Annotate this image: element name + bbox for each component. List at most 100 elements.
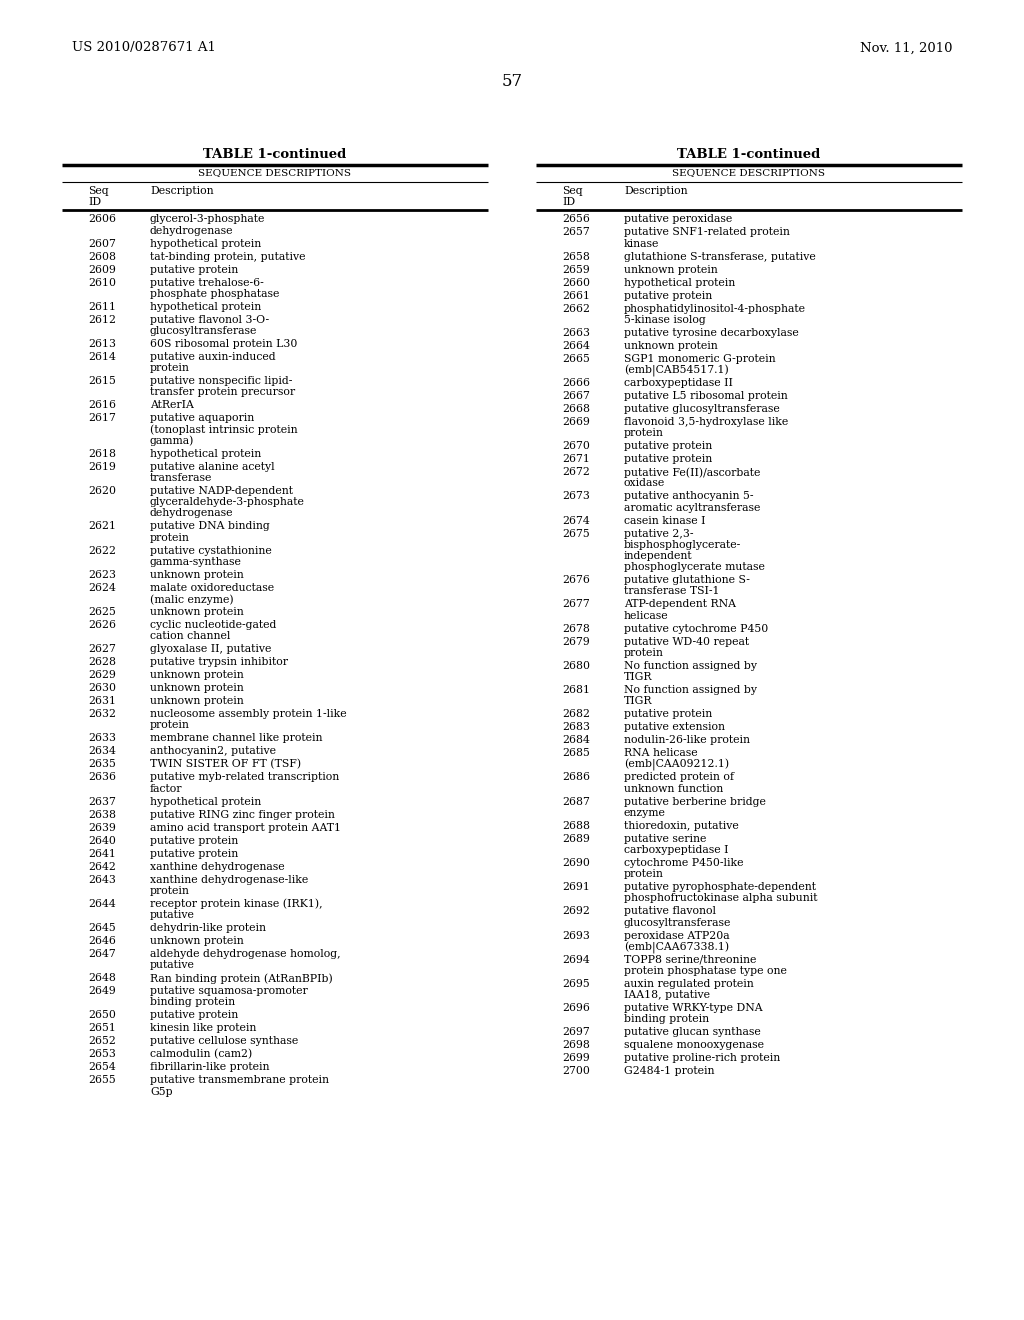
- Text: 2690: 2690: [562, 858, 590, 869]
- Text: nucleosome assembly protein 1-like: nucleosome assembly protein 1-like: [150, 709, 347, 719]
- Text: putative anthocyanin 5-: putative anthocyanin 5-: [624, 491, 754, 502]
- Text: unknown protein: unknown protein: [624, 264, 718, 275]
- Text: aromatic acyltransferase: aromatic acyltransferase: [624, 503, 761, 512]
- Text: 2697: 2697: [562, 1027, 590, 1038]
- Text: oxidase: oxidase: [624, 478, 666, 488]
- Text: calmodulin (cam2): calmodulin (cam2): [150, 1049, 252, 1060]
- Text: glucosyltransferase: glucosyltransferase: [150, 326, 257, 337]
- Text: (tonoplast intrinsic protein: (tonoplast intrinsic protein: [150, 425, 298, 436]
- Text: phosphate phosphatase: phosphate phosphatase: [150, 289, 280, 298]
- Text: 2607: 2607: [88, 239, 116, 248]
- Text: 2669: 2669: [562, 417, 590, 426]
- Text: glucosyltransferase: glucosyltransferase: [624, 917, 731, 928]
- Text: phosphofructokinase alpha subunit: phosphofructokinase alpha subunit: [624, 894, 817, 903]
- Text: 57: 57: [502, 74, 522, 91]
- Text: 60S ribosomal protein L30: 60S ribosomal protein L30: [150, 339, 297, 348]
- Text: TABLE 1-continued: TABLE 1-continued: [204, 148, 347, 161]
- Text: 2694: 2694: [562, 954, 590, 965]
- Text: putative: putative: [150, 960, 195, 970]
- Text: protein: protein: [150, 363, 189, 374]
- Text: 2671: 2671: [562, 454, 590, 465]
- Text: 2678: 2678: [562, 623, 590, 634]
- Text: glyceraldehyde-3-phosphate: glyceraldehyde-3-phosphate: [150, 498, 305, 507]
- Text: binding protein: binding protein: [150, 998, 236, 1007]
- Text: 2675: 2675: [562, 528, 590, 539]
- Text: 2686: 2686: [562, 772, 590, 783]
- Text: Nov. 11, 2010: Nov. 11, 2010: [859, 41, 952, 54]
- Text: putative DNA binding: putative DNA binding: [150, 521, 269, 532]
- Text: 2640: 2640: [88, 836, 116, 846]
- Text: putative protein: putative protein: [624, 441, 713, 451]
- Text: 2614: 2614: [88, 352, 116, 362]
- Text: tat-binding protein, putative: tat-binding protein, putative: [150, 252, 305, 261]
- Text: 2613: 2613: [88, 339, 116, 348]
- Text: glycerol-3-phosphate: glycerol-3-phosphate: [150, 214, 265, 224]
- Text: putative serine: putative serine: [624, 834, 707, 843]
- Text: anthocyanin2, putative: anthocyanin2, putative: [150, 746, 276, 756]
- Text: RNA helicase: RNA helicase: [624, 748, 697, 758]
- Text: unknown protein: unknown protein: [150, 936, 244, 946]
- Text: 2683: 2683: [562, 722, 590, 733]
- Text: 2637: 2637: [88, 796, 116, 807]
- Text: hypothetical protein: hypothetical protein: [150, 796, 261, 807]
- Text: malate oxidoreductase: malate oxidoreductase: [150, 583, 274, 593]
- Text: 2652: 2652: [88, 1036, 116, 1047]
- Text: putative glutathione S-: putative glutathione S-: [624, 576, 750, 585]
- Text: 2642: 2642: [88, 862, 116, 871]
- Text: ID: ID: [562, 197, 575, 207]
- Text: 2622: 2622: [88, 545, 116, 556]
- Text: putative cellulose synthase: putative cellulose synthase: [150, 1036, 298, 1047]
- Text: flavonoid 3,5-hydroxylase like: flavonoid 3,5-hydroxylase like: [624, 417, 788, 426]
- Text: putative glucan synthase: putative glucan synthase: [624, 1027, 761, 1038]
- Text: kinase: kinase: [624, 239, 659, 248]
- Text: 2611: 2611: [88, 302, 116, 312]
- Text: putative protein: putative protein: [150, 264, 239, 275]
- Text: 2666: 2666: [562, 378, 590, 388]
- Text: 2638: 2638: [88, 809, 116, 820]
- Text: 2654: 2654: [88, 1063, 116, 1072]
- Text: factor: factor: [150, 784, 182, 793]
- Text: auxin regulated protein: auxin regulated protein: [624, 979, 754, 989]
- Text: TIGR: TIGR: [624, 696, 652, 706]
- Text: US 2010/0287671 A1: US 2010/0287671 A1: [72, 41, 216, 54]
- Text: 2615: 2615: [88, 376, 116, 387]
- Text: gamma-synthase: gamma-synthase: [150, 557, 242, 566]
- Text: putative glucosyltransferase: putative glucosyltransferase: [624, 404, 779, 414]
- Text: putative extension: putative extension: [624, 722, 725, 733]
- Text: 2624: 2624: [88, 583, 116, 593]
- Text: independent: independent: [624, 550, 692, 561]
- Text: 2696: 2696: [562, 1003, 590, 1014]
- Text: 2670: 2670: [562, 441, 590, 451]
- Text: 2621: 2621: [88, 521, 116, 532]
- Text: 2609: 2609: [88, 264, 116, 275]
- Text: carboxypeptidase II: carboxypeptidase II: [624, 378, 733, 388]
- Text: putative berberine bridge: putative berberine bridge: [624, 796, 766, 807]
- Text: 2636: 2636: [88, 772, 116, 783]
- Text: 2639: 2639: [88, 822, 116, 833]
- Text: unknown protein: unknown protein: [150, 671, 244, 680]
- Text: putative flavonol 3-O-: putative flavonol 3-O-: [150, 314, 269, 325]
- Text: protein: protein: [150, 721, 189, 730]
- Text: unknown function: unknown function: [624, 784, 723, 793]
- Text: 2633: 2633: [88, 734, 116, 743]
- Text: 2655: 2655: [88, 1076, 116, 1085]
- Text: putative RING zinc finger protein: putative RING zinc finger protein: [150, 809, 335, 820]
- Text: transfer protein precursor: transfer protein precursor: [150, 387, 295, 397]
- Text: 2628: 2628: [88, 657, 116, 667]
- Text: 2608: 2608: [88, 252, 116, 261]
- Text: G2484-1 protein: G2484-1 protein: [624, 1067, 715, 1076]
- Text: TWIN SISTER OF FT (TSF): TWIN SISTER OF FT (TSF): [150, 759, 301, 770]
- Text: 2632: 2632: [88, 709, 116, 719]
- Text: 2691: 2691: [562, 882, 590, 892]
- Text: 2664: 2664: [562, 341, 590, 351]
- Text: putative 2,3-: putative 2,3-: [624, 528, 693, 539]
- Text: 2662: 2662: [562, 304, 590, 314]
- Text: 2623: 2623: [88, 570, 116, 579]
- Text: squalene monooxygenase: squalene monooxygenase: [624, 1040, 764, 1051]
- Text: 2672: 2672: [562, 467, 590, 478]
- Text: Seq: Seq: [88, 186, 109, 195]
- Text: 2674: 2674: [562, 516, 590, 525]
- Text: 2648: 2648: [88, 973, 116, 983]
- Text: 2682: 2682: [562, 709, 590, 719]
- Text: 2680: 2680: [562, 661, 590, 671]
